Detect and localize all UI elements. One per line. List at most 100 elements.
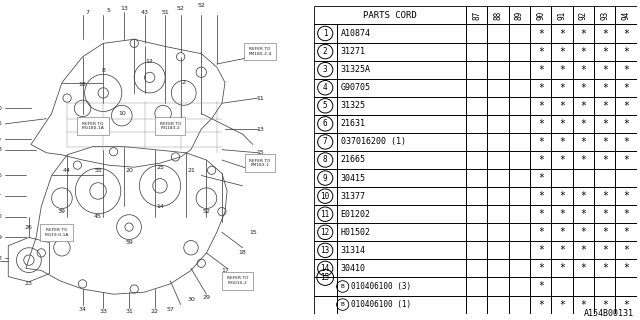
Text: *: * <box>623 209 629 219</box>
Text: 91: 91 <box>557 11 566 20</box>
Text: *: * <box>623 227 629 237</box>
Bar <box>466 60 488 79</box>
Bar <box>530 24 552 43</box>
Text: 8: 8 <box>323 156 328 164</box>
Bar <box>314 277 337 296</box>
Text: *: * <box>538 282 544 292</box>
Text: 45: 45 <box>94 214 102 219</box>
Bar <box>530 151 552 169</box>
Text: *: * <box>559 155 565 165</box>
Bar <box>509 296 530 314</box>
Bar <box>337 151 466 169</box>
Bar <box>594 223 616 241</box>
Bar <box>530 277 552 296</box>
Text: *: * <box>580 28 586 38</box>
Bar <box>314 97 337 115</box>
Text: *: * <box>580 263 586 273</box>
Bar <box>616 187 637 205</box>
Text: *: * <box>538 101 544 111</box>
Bar <box>530 133 552 151</box>
Text: B: B <box>341 302 344 307</box>
Text: *: * <box>538 137 544 147</box>
Text: *: * <box>602 155 608 165</box>
Text: REFER TO
FIG183-2: REFER TO FIG183-2 <box>159 122 181 130</box>
Text: 48: 48 <box>0 147 2 152</box>
Bar <box>530 260 552 277</box>
Text: 13: 13 <box>321 246 330 255</box>
Bar <box>573 205 594 223</box>
Bar <box>594 43 616 60</box>
Bar <box>594 277 616 296</box>
Text: REFER TO
FIG19-0-1A: REFER TO FIG19-0-1A <box>45 228 69 236</box>
Bar <box>314 115 337 133</box>
Bar <box>594 241 616 260</box>
Bar <box>573 187 594 205</box>
Text: *: * <box>580 245 586 255</box>
Text: *: * <box>623 119 629 129</box>
Text: 43: 43 <box>141 10 148 15</box>
Bar <box>314 241 337 260</box>
Bar <box>314 60 337 79</box>
Bar <box>530 60 552 79</box>
Bar <box>509 6 530 24</box>
Text: 51: 51 <box>161 10 169 15</box>
Bar <box>616 296 637 314</box>
Text: 23: 23 <box>25 281 33 286</box>
Bar <box>616 169 637 187</box>
Bar <box>337 115 466 133</box>
Bar <box>337 97 466 115</box>
Text: PARTS CORD: PARTS CORD <box>363 11 417 20</box>
Bar <box>509 79 530 97</box>
Bar <box>337 241 466 260</box>
Bar <box>314 223 337 241</box>
Text: *: * <box>538 65 544 75</box>
Bar <box>552 133 573 151</box>
Text: *: * <box>559 191 565 201</box>
Text: *: * <box>538 119 544 129</box>
Bar <box>314 296 337 314</box>
Text: 5: 5 <box>106 8 110 13</box>
Text: 31271: 31271 <box>340 47 365 56</box>
Bar <box>552 79 573 97</box>
Bar <box>488 115 509 133</box>
Text: *: * <box>602 191 608 201</box>
Bar <box>488 24 509 43</box>
Bar <box>488 6 509 24</box>
Text: *: * <box>602 119 608 129</box>
Bar <box>552 97 573 115</box>
Text: A154B00131: A154B00131 <box>584 309 634 318</box>
Bar <box>594 24 616 43</box>
Text: 88: 88 <box>493 11 502 20</box>
Text: H01502: H01502 <box>340 228 371 237</box>
Bar <box>488 151 509 169</box>
Text: *: * <box>559 300 565 309</box>
Text: 7: 7 <box>323 137 328 147</box>
Bar <box>530 223 552 241</box>
Bar <box>466 43 488 60</box>
Text: *: * <box>580 137 586 147</box>
Text: 037016200 (1): 037016200 (1) <box>340 137 406 147</box>
Bar <box>594 169 616 187</box>
Text: 44: 44 <box>63 168 71 173</box>
Bar <box>314 169 337 187</box>
Bar <box>488 205 509 223</box>
Bar <box>466 24 488 43</box>
Text: 52: 52 <box>197 3 205 8</box>
Text: 31314: 31314 <box>340 246 365 255</box>
Bar <box>573 169 594 187</box>
Bar <box>488 60 509 79</box>
Text: *: * <box>623 137 629 147</box>
Text: *: * <box>623 191 629 201</box>
Bar <box>337 43 466 60</box>
Bar <box>530 187 552 205</box>
Bar <box>552 277 573 296</box>
Bar <box>530 115 552 133</box>
Bar <box>337 277 466 296</box>
Bar <box>552 169 573 187</box>
Text: *: * <box>559 263 565 273</box>
Bar <box>552 24 573 43</box>
Text: *: * <box>559 137 565 147</box>
Text: 15: 15 <box>321 273 330 282</box>
Text: *: * <box>559 227 565 237</box>
Bar <box>594 205 616 223</box>
